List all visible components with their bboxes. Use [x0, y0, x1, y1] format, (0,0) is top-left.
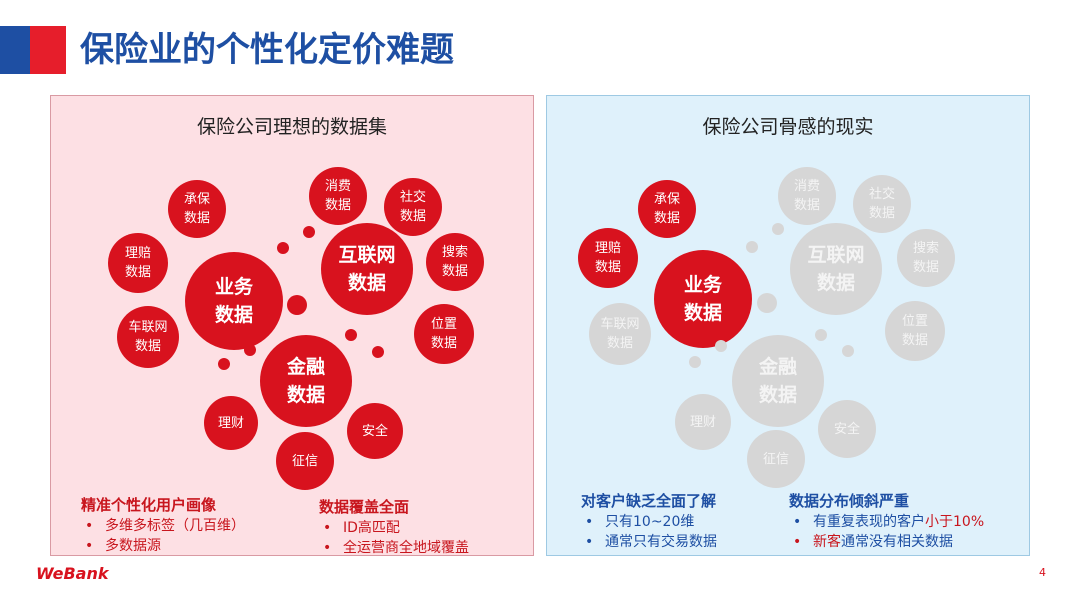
note-heading: 精准个性化用户画像 — [81, 496, 217, 514]
note-heading: 数据分布倾斜严重 — [789, 492, 910, 510]
bullet: • — [323, 520, 332, 536]
decor-dot — [218, 358, 230, 370]
note-item: • 只有10~20维 — [581, 512, 717, 532]
bubble-internet-data: 互联网 数据 — [321, 223, 413, 315]
note-item-text: 多维多标签（几百维） — [105, 518, 245, 534]
page-number: 4 — [1039, 566, 1046, 579]
bubble-location-data: 位置 数据 — [414, 304, 474, 364]
decor-dot — [287, 295, 307, 315]
bubble-underwriting-data: 承保 数据 — [168, 180, 226, 238]
note-item: • 有重复表现的客户 小于10% — [789, 512, 984, 532]
note-item: • 新客 通常没有相关数据 — [789, 532, 984, 552]
decor-dot — [689, 356, 701, 368]
panel-title: 保险公司骨感的现实 — [702, 116, 874, 138]
webank-logo: WeBank — [36, 564, 109, 583]
note-data-coverage: 数据覆盖全面 • ID高匹配 • 全运营商全地域覆盖 — [319, 496, 469, 558]
note-item-highlight: 小于10% — [925, 514, 985, 530]
title-accent-blue — [0, 26, 30, 74]
bubble-iov-data: 车联网 数据 — [589, 303, 651, 365]
note-skewed-distribution: 数据分布倾斜严重 • 有重复表现的客户 小于10% • 新客 通常没有相关数据 — [789, 490, 984, 552]
bubble-security: 安全 — [347, 403, 403, 459]
bubble-wealth-management: 理财 — [675, 394, 731, 450]
decor-dot — [772, 223, 784, 235]
bubble-security: 安全 — [818, 400, 876, 458]
title-accent-red — [30, 26, 66, 74]
bullet: • — [585, 514, 594, 530]
bullet: • — [585, 534, 594, 550]
decor-dot — [372, 346, 384, 358]
decor-dot — [746, 241, 758, 253]
decor-dot — [244, 344, 256, 356]
decor-dot — [303, 226, 315, 238]
note-lack-understanding: 对客户缺乏全面了解 • 只有10~20维 • 通常只有交易数据 — [581, 490, 717, 552]
page-title: 保险业的个性化定价难题 — [80, 30, 454, 70]
bullet: • — [793, 514, 802, 530]
note-heading: 对客户缺乏全面了解 — [581, 492, 717, 510]
note-item-highlight: 新客 — [813, 534, 841, 550]
bubble-location-data: 位置 数据 — [885, 301, 945, 361]
panel-title: 保险公司理想的数据集 — [196, 116, 387, 138]
bullet: • — [323, 540, 332, 556]
bullet: • — [793, 534, 802, 550]
note-item: • 多维多标签（几百维） — [81, 516, 245, 536]
bubble-finance-data: 金融 数据 — [732, 335, 824, 427]
bubble-credit-report: 征信 — [747, 430, 805, 488]
bubble-credit-report: 征信 — [276, 432, 334, 490]
reality-panel: 保险公司骨感的现实 承保 数据 理赔 数据 业务 数据 车联网 数据 消费 数据… — [546, 95, 1030, 556]
note-precise-profile: 精准个性化用户画像 • 多维多标签（几百维） • 多数据源 — [81, 494, 245, 556]
note-item: • 多数据源 — [81, 536, 245, 556]
bubble-social-data: 社交 数据 — [853, 175, 911, 233]
bubble-search-data: 搜索 数据 — [426, 233, 484, 291]
note-item-text: ID高匹配 — [343, 520, 400, 536]
note-item: • 全运营商全地域覆盖 — [319, 538, 469, 558]
ideal-dataset-panel: 保险公司理想的数据集 承保 数据 理赔 数据 业务 数据 车联网 数据 消费 数… — [50, 95, 534, 556]
bubble-underwriting-data: 承保 数据 — [638, 180, 696, 238]
bubble-business-data: 业务 数据 — [185, 252, 283, 350]
note-heading: 数据覆盖全面 — [319, 498, 410, 516]
bubble-claims-data: 理赔 数据 — [108, 233, 168, 293]
note-item-text: 只有10~20维 — [605, 514, 695, 530]
decor-dot — [757, 293, 777, 313]
bubble-claims-data: 理赔 数据 — [578, 228, 638, 288]
note-item-text: 有重复表现的客户 — [813, 514, 925, 530]
bubble-wealth-management: 理财 — [204, 396, 258, 450]
note-item-text: 通常只有交易数据 — [605, 534, 717, 550]
bubble-internet-data: 互联网 数据 — [790, 223, 882, 315]
note-item: • ID高匹配 — [319, 518, 469, 538]
note-item-text: 多数据源 — [105, 538, 161, 554]
bubble-consumption-data: 消费 数据 — [309, 167, 367, 225]
bullet: • — [85, 538, 94, 554]
decor-dot — [277, 242, 289, 254]
decor-dot — [842, 345, 854, 357]
note-item-text: 通常没有相关数据 — [841, 534, 953, 550]
bubble-finance-data: 金融 数据 — [260, 335, 352, 427]
decor-dot — [345, 329, 357, 341]
decor-dot — [815, 329, 827, 341]
note-item-text: 全运营商全地域覆盖 — [343, 540, 469, 556]
decor-dot — [715, 340, 727, 352]
bubble-business-data: 业务 数据 — [654, 250, 752, 348]
note-item: • 通常只有交易数据 — [581, 532, 717, 552]
bubble-consumption-data: 消费 数据 — [778, 167, 836, 225]
bubble-search-data: 搜索 数据 — [897, 229, 955, 287]
bullet: • — [85, 518, 94, 534]
bubble-iov-data: 车联网 数据 — [117, 306, 179, 368]
bubble-social-data: 社交 数据 — [384, 178, 442, 236]
